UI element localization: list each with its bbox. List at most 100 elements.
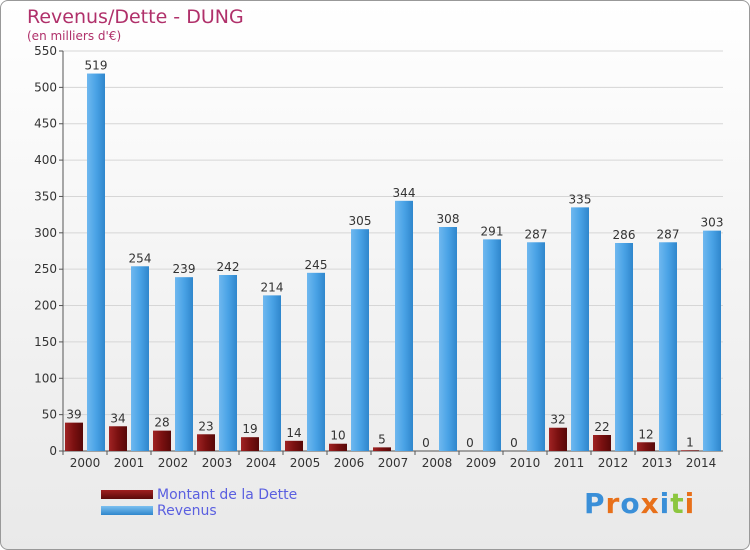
data-label-revenue: 303 bbox=[701, 216, 724, 230]
data-label-debt: 5 bbox=[378, 432, 386, 446]
logo-letter: i bbox=[659, 487, 671, 520]
data-label-debt: 22 bbox=[594, 420, 609, 434]
x-tick-label: 2012 bbox=[598, 456, 629, 470]
bar-debt bbox=[109, 426, 127, 451]
data-label-revenue: 308 bbox=[437, 212, 460, 226]
legend-swatch-debt bbox=[101, 490, 153, 499]
y-tick-label: 550 bbox=[34, 44, 57, 58]
y-tick-label: 350 bbox=[34, 189, 57, 203]
legend-label-debt: Montant de la Dette bbox=[157, 487, 298, 503]
logo-letter: r bbox=[605, 487, 621, 520]
x-tick-label: 2013 bbox=[642, 456, 673, 470]
bar-revenue bbox=[131, 266, 149, 451]
y-tick-label: 250 bbox=[34, 262, 57, 276]
data-label-revenue: 286 bbox=[613, 228, 636, 242]
bar-debt bbox=[373, 447, 391, 451]
x-tick-label: 2000 bbox=[70, 456, 101, 470]
bar-debt bbox=[593, 435, 611, 451]
x-tick-label: 2009 bbox=[466, 456, 497, 470]
data-label-debt: 28 bbox=[154, 416, 169, 430]
data-label-debt: 14 bbox=[286, 426, 301, 440]
bar-revenue bbox=[703, 230, 721, 451]
y-tick-label: 50 bbox=[42, 408, 57, 422]
bar-debt bbox=[197, 434, 215, 451]
data-label-revenue: 519 bbox=[85, 59, 108, 73]
data-label-revenue: 245 bbox=[305, 258, 328, 272]
chart-title: Revenus/Dette - DUNG bbox=[27, 6, 244, 28]
data-label-debt: 0 bbox=[422, 436, 430, 450]
x-tick-label: 2002 bbox=[158, 456, 189, 470]
y-tick-label: 200 bbox=[34, 299, 57, 313]
bar-revenue bbox=[571, 207, 589, 451]
data-label-revenue: 291 bbox=[481, 224, 504, 238]
bar-debt bbox=[549, 427, 567, 451]
bar-debt bbox=[329, 443, 347, 451]
logo-letter: i bbox=[684, 487, 696, 520]
data-label-debt: 19 bbox=[242, 422, 257, 436]
data-label-revenue: 242 bbox=[217, 260, 240, 274]
bar-revenue bbox=[395, 200, 413, 451]
y-tick-label: 400 bbox=[34, 153, 57, 167]
data-label-revenue: 239 bbox=[173, 262, 196, 276]
bar-revenue bbox=[483, 239, 501, 451]
bar-revenue bbox=[175, 277, 193, 451]
bar-debt bbox=[637, 442, 655, 451]
x-tick-label: 2005 bbox=[290, 456, 321, 470]
x-tick-label: 2014 bbox=[686, 456, 717, 470]
logo-letter: t bbox=[670, 487, 685, 520]
bar-debt bbox=[285, 440, 303, 451]
data-label-debt: 34 bbox=[110, 411, 125, 425]
chart-subtitle: (en milliers d'€) bbox=[27, 29, 122, 43]
bar-debt bbox=[153, 430, 171, 451]
bar-debt bbox=[65, 422, 83, 451]
data-label-revenue: 344 bbox=[393, 186, 416, 200]
y-tick-label: 100 bbox=[34, 371, 57, 385]
data-label-revenue: 254 bbox=[129, 251, 152, 265]
y-tick-label: 450 bbox=[34, 117, 57, 131]
x-tick-label: 2006 bbox=[334, 456, 365, 470]
legend-label-revenue: Revenus bbox=[157, 503, 217, 519]
data-label-debt: 12 bbox=[638, 427, 653, 441]
data-label-revenue: 214 bbox=[261, 280, 284, 294]
bar-debt bbox=[241, 437, 259, 451]
data-label-debt: 0 bbox=[466, 436, 474, 450]
x-tick-label: 2003 bbox=[202, 456, 233, 470]
bar-revenue bbox=[87, 73, 105, 451]
x-tick-label: 2001 bbox=[114, 456, 145, 470]
bar-revenue bbox=[307, 272, 325, 451]
data-label-debt: 10 bbox=[330, 429, 345, 443]
data-label-debt: 23 bbox=[198, 419, 213, 433]
logo-letter: P bbox=[584, 487, 606, 520]
y-tick-label: 0 bbox=[49, 444, 57, 458]
data-label-revenue: 305 bbox=[349, 214, 372, 228]
data-label-revenue: 335 bbox=[569, 192, 592, 206]
bar-revenue bbox=[527, 242, 545, 451]
logo-letter: o bbox=[620, 487, 641, 520]
y-tick-label: 500 bbox=[34, 80, 57, 94]
bar-revenue bbox=[219, 275, 237, 451]
legend-swatch-revenue bbox=[101, 506, 153, 515]
data-label-debt: 1 bbox=[686, 435, 694, 449]
bar-revenue bbox=[615, 243, 633, 451]
data-label-debt: 39 bbox=[66, 408, 81, 422]
bar-debt bbox=[681, 450, 699, 451]
logo-letter: x bbox=[640, 487, 660, 520]
x-tick-label: 2008 bbox=[422, 456, 453, 470]
bar-revenue bbox=[439, 227, 457, 451]
y-tick-label: 150 bbox=[34, 335, 57, 349]
data-label-debt: 0 bbox=[510, 436, 518, 450]
data-label-revenue: 287 bbox=[657, 227, 680, 241]
bar-revenue bbox=[263, 295, 281, 451]
proxiti-logo: Proxiti bbox=[584, 487, 695, 520]
bar-revenue bbox=[659, 242, 677, 451]
x-tick-label: 2010 bbox=[510, 456, 541, 470]
x-tick-label: 2011 bbox=[554, 456, 585, 470]
x-tick-label: 2007 bbox=[378, 456, 409, 470]
y-tick-label: 300 bbox=[34, 226, 57, 240]
data-label-debt: 32 bbox=[550, 413, 565, 427]
data-label-revenue: 287 bbox=[525, 227, 548, 241]
x-tick-label: 2004 bbox=[246, 456, 277, 470]
bar-revenue bbox=[351, 229, 369, 451]
